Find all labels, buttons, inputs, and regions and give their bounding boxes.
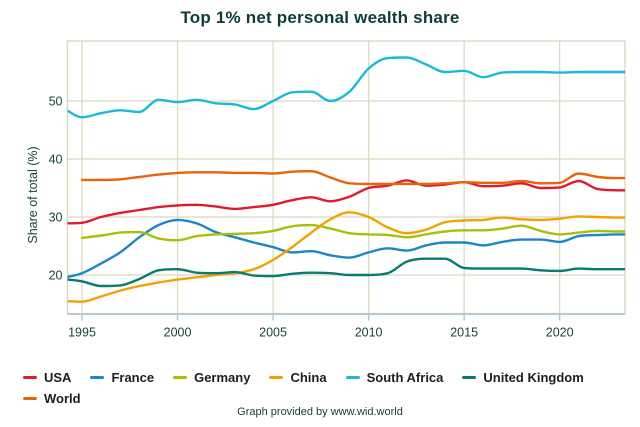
legend-swatch-world (23, 396, 37, 401)
legend-swatch-united-kingdom (462, 375, 477, 380)
legend-swatch-south-africa (345, 375, 360, 380)
x-tick-label: 2000 (164, 326, 192, 340)
y-tick-label: 30 (49, 210, 63, 224)
x-tick-label: 2020 (546, 326, 574, 340)
chart-footer: Graph provided by www.wid.world (237, 406, 403, 418)
x-tick-label: 2005 (259, 326, 287, 340)
y-tick-label: 40 (49, 152, 63, 166)
legend-item-usa[interactable]: USA (23, 368, 71, 387)
y-axis-title: Share of total (%) (26, 146, 40, 243)
line-united-kingdom (67, 257, 625, 288)
legend-label: Germany (194, 370, 251, 385)
legend-item-south-africa[interactable]: South Africa (345, 368, 444, 387)
legend-label: World (44, 391, 81, 406)
legend-item-china[interactable]: China (269, 368, 327, 387)
chart-title: Top 1% net personal wealth share (180, 8, 460, 27)
chart-legend: USA France Germany China South Africa United … (0, 368, 640, 408)
legend-label: France (111, 370, 155, 385)
legend-label: China (290, 370, 327, 385)
line-world (80, 170, 625, 186)
line-france (67, 218, 625, 279)
legend-swatch-germany (173, 375, 188, 380)
x-tick-label: 2015 (450, 326, 478, 340)
line-south-africa (67, 56, 625, 119)
legend-swatch-usa (23, 375, 37, 380)
line-germany (80, 223, 625, 242)
legend-swatch-france (90, 375, 105, 380)
y-tick-label: 50 (49, 94, 63, 108)
legend-label: South Africa (366, 370, 444, 385)
y-tick-label: 20 (49, 268, 63, 282)
legend-label: USA (44, 370, 72, 385)
line-china (67, 211, 625, 303)
legend-item-germany[interactable]: Germany (173, 368, 250, 387)
legend-label: United Kingdom (483, 370, 584, 385)
legend-item-world[interactable]: World (23, 389, 81, 408)
legend-swatch-china (269, 375, 284, 380)
legend-item-france[interactable]: France (90, 368, 154, 387)
line-usa (67, 179, 625, 225)
x-tick-label: 2010 (355, 326, 383, 340)
x-tick-label: 1995 (68, 326, 96, 340)
legend-item-united-kingdom[interactable]: United Kingdom (462, 368, 584, 387)
